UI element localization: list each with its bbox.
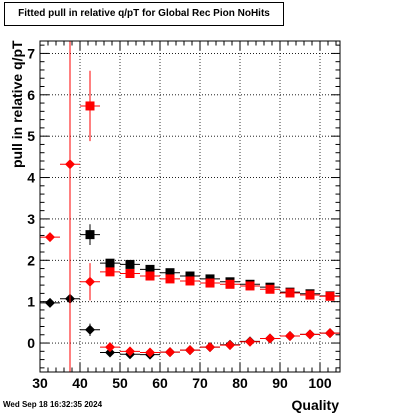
data-point-square [205, 278, 215, 288]
data-point-square [325, 291, 335, 301]
data-point-square [185, 271, 195, 281]
data-point-diamond [265, 333, 275, 344]
axis-layer: 30 40 50 60 70 80 90 100 0 1 2 3 4 5 6 7 [27, 40, 341, 391]
series-1 [80, 224, 340, 301]
chart-title-box: Fitted pull in relative q/pT for Global … [4, 2, 284, 26]
x-tick-label: 40 [72, 375, 88, 391]
x-tick-label: 90 [272, 375, 288, 391]
y-tick-label: 5 [27, 128, 35, 144]
data-point-square [165, 274, 175, 284]
x-tick-label: 30 [32, 375, 48, 391]
series-4 [40, 41, 340, 372]
y-tick-label: 7 [27, 45, 35, 61]
data-point-square [165, 268, 175, 278]
data-point-diamond [205, 342, 215, 353]
y-tick-label: 0 [27, 335, 35, 351]
data-point-square [245, 281, 255, 291]
data-point-diamond [185, 345, 195, 356]
timestamp: Wed Sep 18 16:32:35 2024 [3, 400, 103, 409]
data-point-square [305, 290, 315, 300]
data-point-square [125, 269, 135, 279]
data-point-square [185, 276, 195, 286]
data-point-square [145, 264, 155, 274]
x-axis-title: Quality [292, 397, 340, 413]
y-tick-label: 1 [27, 294, 35, 310]
data-point-diamond [325, 328, 335, 339]
x-tick-label: 70 [192, 375, 208, 391]
data-point-square [85, 101, 95, 111]
data-point-diamond [285, 331, 295, 342]
data-point-diamond [105, 347, 115, 358]
data-point-square [265, 284, 275, 294]
data-point-diamond [125, 346, 135, 357]
data-point-square [125, 259, 135, 269]
data-point-diamond [145, 347, 155, 358]
x-tick-label: 60 [152, 375, 168, 391]
y-tick-label: 3 [27, 211, 35, 227]
y-tick-label: 6 [27, 87, 35, 103]
data-point-diamond [85, 324, 95, 335]
data-point-diamond [45, 232, 55, 243]
chart-title: Fitted pull in relative q/pT for Global … [18, 8, 270, 19]
data-point-square [285, 288, 295, 298]
data-point-square [85, 230, 95, 240]
data-point-diamond [105, 342, 115, 353]
data-point-diamond [85, 276, 95, 287]
data-point-square [105, 258, 115, 268]
x-tick-label: 50 [112, 375, 128, 391]
y-tick-label: 4 [27, 170, 35, 186]
data-point-square [145, 271, 155, 281]
data-layer [40, 41, 340, 372]
x-tick-label: 80 [232, 375, 248, 391]
grid-layer [39, 41, 340, 372]
data-point-square [105, 267, 115, 277]
plot-frame [39, 40, 341, 373]
y-axis-title: pull in relative q/pT [9, 40, 25, 168]
data-point-diamond [245, 336, 255, 347]
data-point-diamond [305, 329, 315, 340]
data-point-diamond [45, 297, 55, 308]
x-tick-label: 100 [308, 375, 332, 391]
data-point-diamond [225, 340, 235, 351]
y-tick-label: 2 [27, 252, 35, 268]
series-2 [80, 70, 340, 301]
data-point-square [225, 279, 235, 289]
data-point-diamond [65, 159, 75, 170]
data-point-diamond [165, 347, 175, 358]
